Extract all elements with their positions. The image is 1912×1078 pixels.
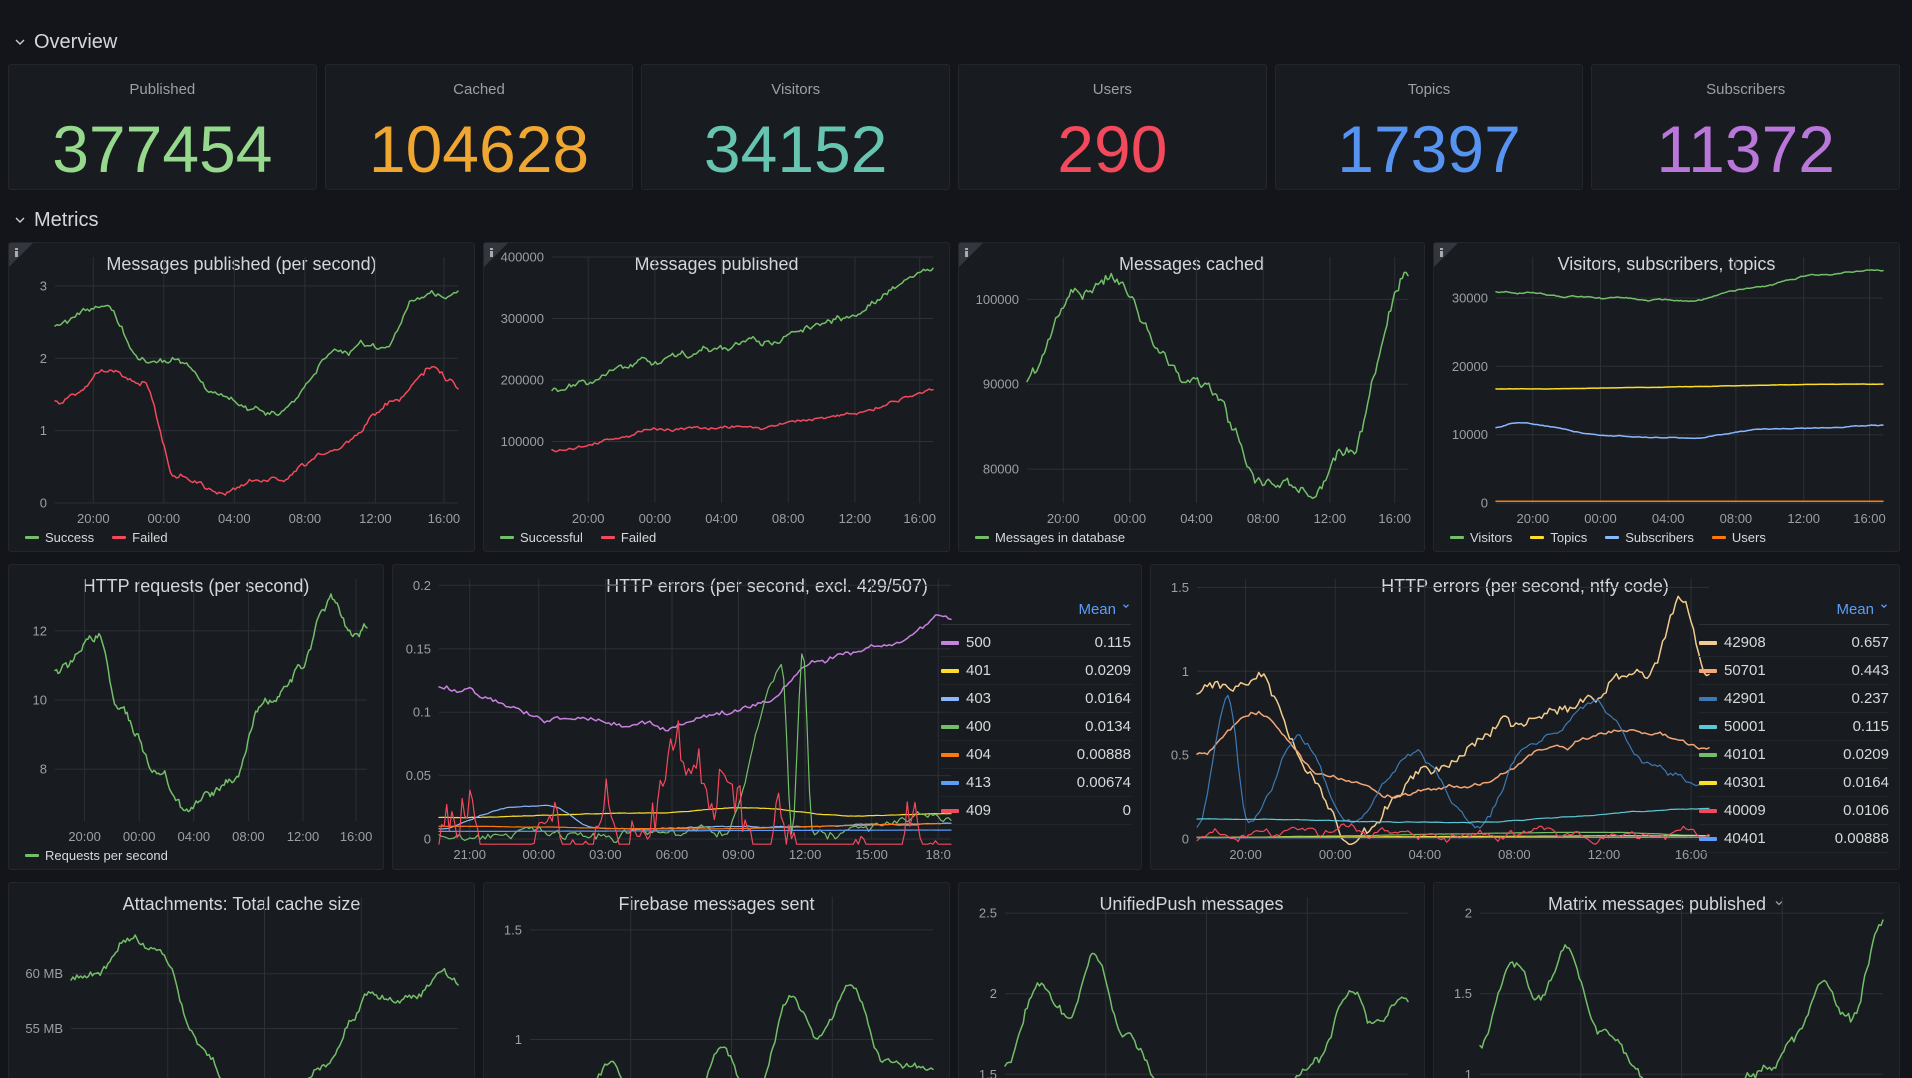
svg-text:1.5: 1.5 [1171,580,1189,595]
svg-text:10000: 10000 [1452,427,1488,442]
svg-text:200000: 200000 [501,373,544,388]
svg-text:0.2: 0.2 [413,578,431,593]
svg-text:100000: 100000 [976,292,1019,307]
svg-text:00:00: 00:00 [523,847,556,862]
svg-text:08:00: 08:00 [772,511,805,526]
svg-text:20000: 20000 [1452,359,1488,374]
svg-text:04:00: 04:00 [178,829,211,844]
svg-text:2.5: 2.5 [979,906,997,921]
svg-text:16:00: 16:00 [428,511,461,526]
svg-text:20:00: 20:00 [68,829,101,844]
svg-text:1.5: 1.5 [504,922,522,937]
svg-text:0.5: 0.5 [1171,748,1189,763]
svg-text:3: 3 [40,278,47,293]
svg-text:20:00: 20:00 [1517,511,1550,526]
svg-text:04:00: 04:00 [1652,511,1685,526]
svg-text:12: 12 [33,623,47,638]
svg-text:12:00: 12:00 [359,511,392,526]
svg-text:00:00: 00:00 [123,829,156,844]
svg-text:0: 0 [1481,496,1488,511]
svg-text:04:00: 04:00 [218,511,251,526]
svg-text:0.15: 0.15 [406,641,431,656]
svg-text:06:00: 06:00 [656,847,689,862]
svg-text:0: 0 [40,496,47,511]
svg-text:12:00: 12:00 [789,847,822,862]
svg-text:09:00: 09:00 [722,847,755,862]
svg-text:90000: 90000 [983,377,1019,392]
svg-text:04:00: 04:00 [1409,847,1442,862]
svg-text:20:00: 20:00 [1047,511,1080,526]
svg-text:00:00: 00:00 [639,511,672,526]
svg-text:2: 2 [1465,906,1472,921]
svg-text:15:00: 15:00 [855,847,888,862]
svg-text:2: 2 [40,351,47,366]
svg-text:12:00: 12:00 [1588,847,1621,862]
svg-text:30000: 30000 [1452,291,1488,306]
svg-text:08:00: 08:00 [232,829,265,844]
svg-text:1: 1 [40,423,47,438]
svg-text:00:00: 00:00 [1319,847,1352,862]
svg-text:10: 10 [33,693,47,708]
svg-text:55 MB: 55 MB [25,1021,63,1036]
svg-text:1.5: 1.5 [979,1067,997,1078]
svg-text:1: 1 [1465,1067,1472,1078]
svg-text:00:00: 00:00 [1114,511,1147,526]
svg-text:08:00: 08:00 [1720,511,1753,526]
svg-text:80000: 80000 [983,462,1019,477]
svg-text:300000: 300000 [501,311,544,326]
svg-text:1.5: 1.5 [1454,986,1472,1001]
svg-text:16:00: 16:00 [1853,511,1886,526]
svg-text:12:00: 12:00 [839,511,872,526]
svg-text:04:00: 04:00 [705,511,738,526]
svg-text:1: 1 [1182,664,1189,679]
svg-text:400000: 400000 [501,250,544,265]
svg-text:03:00: 03:00 [589,847,622,862]
svg-text:0: 0 [1182,832,1189,847]
svg-text:16:00: 16:00 [1378,511,1411,526]
svg-text:0.05: 0.05 [406,768,431,783]
svg-text:16:00: 16:00 [340,829,373,844]
svg-text:12:00: 12:00 [1787,511,1820,526]
svg-text:00:00: 00:00 [1584,511,1617,526]
svg-text:2: 2 [990,986,997,1001]
svg-text:20:00: 20:00 [1229,847,1262,862]
svg-text:8: 8 [40,762,47,777]
svg-text:0.1: 0.1 [413,705,431,720]
svg-text:12:00: 12:00 [1314,511,1347,526]
svg-text:21:00: 21:00 [453,847,486,862]
svg-text:20:00: 20:00 [572,511,605,526]
svg-text:08:00: 08:00 [1247,511,1280,526]
svg-text:08:00: 08:00 [1498,847,1531,862]
svg-text:0: 0 [424,832,431,847]
svg-text:100000: 100000 [501,434,544,449]
svg-text:12:00: 12:00 [287,829,320,844]
svg-text:16:00: 16:00 [903,511,936,526]
svg-text:60 MB: 60 MB [25,966,63,981]
svg-text:20:00: 20:00 [77,511,110,526]
svg-text:08:00: 08:00 [289,511,322,526]
svg-text:04:00: 04:00 [1180,511,1213,526]
svg-text:1: 1 [515,1032,522,1047]
svg-text:00:00: 00:00 [148,511,181,526]
